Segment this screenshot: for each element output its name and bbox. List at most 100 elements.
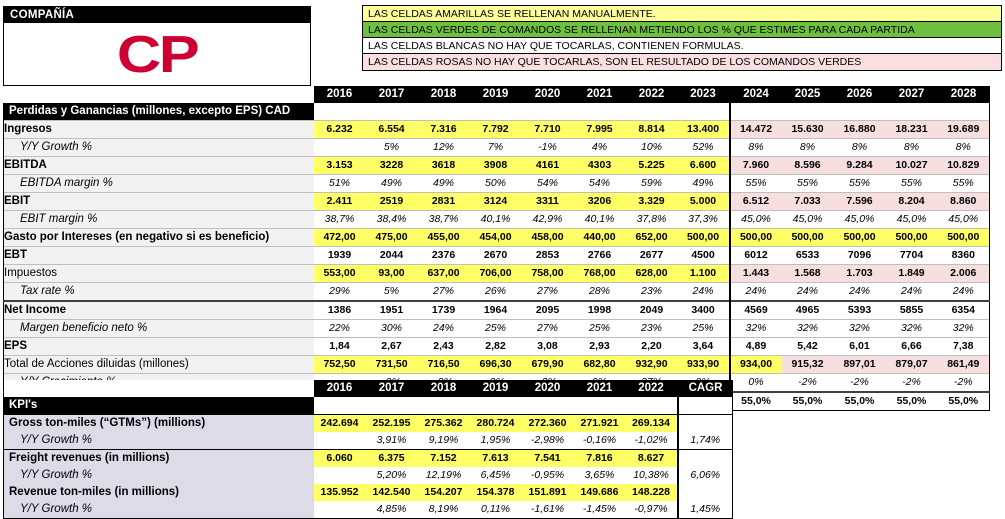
- pnl-cell[interactable]: 5%: [365, 138, 418, 157]
- pnl-cell[interactable]: 13.400: [677, 120, 730, 139]
- pnl-cell[interactable]: -2%: [937, 373, 990, 392]
- pnl-cell[interactable]: 45,0%: [833, 210, 886, 229]
- pnl-cell[interactable]: 3618: [417, 156, 470, 175]
- pnl-cell[interactable]: 25%: [573, 319, 626, 338]
- pnl-cell[interactable]: 2,20: [625, 337, 678, 356]
- pnl-cell[interactable]: 861,49: [937, 355, 990, 374]
- pnl-cell[interactable]: 25%: [469, 319, 522, 338]
- kpi-cell[interactable]: 272.360: [521, 414, 574, 432]
- pnl-cell[interactable]: 2677: [625, 246, 678, 265]
- pnl-cell[interactable]: 500,00: [937, 228, 990, 247]
- pnl-cell[interactable]: 27%: [417, 282, 470, 301]
- pnl-cell[interactable]: 55%: [885, 174, 938, 193]
- pnl-cell[interactable]: 4965: [781, 300, 834, 320]
- pnl-cell[interactable]: 6.232: [313, 120, 366, 139]
- pnl-cell[interactable]: 24%: [728, 282, 782, 301]
- pnl-cell[interactable]: 7%: [469, 138, 522, 157]
- pnl-cell[interactable]: 3,08: [521, 337, 574, 356]
- pnl-cell[interactable]: 18.231: [885, 120, 938, 139]
- pnl-cell[interactable]: 1964: [469, 300, 522, 320]
- pnl-cell[interactable]: 2049: [625, 300, 678, 320]
- pnl-cell[interactable]: 45,0%: [885, 210, 938, 229]
- pnl-cell[interactable]: 7.033: [781, 192, 834, 211]
- kpi-cell[interactable]: -0,16%: [573, 432, 626, 450]
- pnl-cell[interactable]: 8.596: [781, 156, 834, 175]
- pnl-cell[interactable]: 500,00: [677, 228, 730, 247]
- pnl-cell[interactable]: 23%: [625, 319, 678, 338]
- pnl-cell[interactable]: 32%: [885, 319, 938, 338]
- pnl-cell[interactable]: 5393: [833, 300, 886, 320]
- pnl-cell[interactable]: 27%: [521, 319, 574, 338]
- pnl-cell[interactable]: 5.000: [677, 192, 730, 211]
- pnl-cell[interactable]: 9.284: [833, 156, 886, 175]
- kpi-cell[interactable]: 149.686: [573, 484, 626, 501]
- pnl-cell[interactable]: 7,38: [937, 337, 990, 356]
- kpi-cagr-cell[interactable]: [676, 414, 733, 432]
- pnl-cell[interactable]: 3228: [365, 156, 418, 175]
- pnl-cell[interactable]: 696,30: [469, 355, 522, 374]
- pnl-cell[interactable]: 40,1%: [469, 210, 522, 229]
- pnl-cell[interactable]: 6012: [728, 246, 782, 265]
- pnl-cell[interactable]: 500,00: [728, 228, 782, 247]
- kpi-cagr-cell[interactable]: 1,74%: [676, 432, 733, 450]
- kpi-cell[interactable]: 6.375: [365, 449, 418, 467]
- pnl-cell[interactable]: 4303: [573, 156, 626, 175]
- pnl-cell[interactable]: 7.316: [417, 120, 470, 139]
- pnl-cell[interactable]: 6354: [937, 300, 990, 320]
- pnl-cell[interactable]: 8.204: [885, 192, 938, 211]
- kpi-cell[interactable]: 148.228: [625, 484, 678, 501]
- pnl-cell[interactable]: 25%: [677, 319, 730, 338]
- pnl-cell[interactable]: 55%: [781, 174, 834, 193]
- kpi-cell[interactable]: 0,11%: [469, 501, 522, 519]
- kpi-cell[interactable]: 275.362: [417, 414, 470, 432]
- pnl-cell[interactable]: 2044: [365, 246, 418, 265]
- pnl-cell[interactable]: 45,0%: [728, 210, 782, 229]
- pnl-cell[interactable]: 27%: [521, 282, 574, 301]
- pnl-cell[interactable]: 7.596: [833, 192, 886, 211]
- pnl-cell[interactable]: 50%: [469, 174, 522, 193]
- pnl-cell[interactable]: 5.225: [625, 156, 678, 175]
- pnl-cell[interactable]: 8%: [781, 138, 834, 157]
- pnl-cell[interactable]: 2670: [469, 246, 522, 265]
- pnl-cell[interactable]: 5%: [365, 282, 418, 301]
- pnl-cell[interactable]: 3.153: [313, 156, 366, 175]
- pnl-cell[interactable]: 500,00: [781, 228, 834, 247]
- pnl-cell[interactable]: 7.960: [728, 156, 782, 175]
- pnl-cell[interactable]: 758,00: [521, 264, 574, 283]
- pnl-cell[interactable]: 6.600: [677, 156, 730, 175]
- pnl-cell[interactable]: 55,0%: [885, 391, 938, 411]
- pnl-cell[interactable]: 4,89: [728, 337, 782, 356]
- pnl-cell[interactable]: 8%: [833, 138, 886, 157]
- pnl-cell[interactable]: 51%: [313, 174, 366, 193]
- pnl-cell[interactable]: 7.710: [521, 120, 574, 139]
- pnl-cell[interactable]: 8%: [728, 138, 782, 157]
- kpi-cell[interactable]: 135.952: [313, 484, 366, 501]
- pnl-cell[interactable]: 22%: [313, 319, 366, 338]
- kpi-cell[interactable]: 252.195: [365, 414, 418, 432]
- pnl-cell[interactable]: 2.411: [313, 192, 366, 211]
- kpi-cell[interactable]: 8,19%: [417, 501, 470, 519]
- pnl-cell[interactable]: 637,00: [417, 264, 470, 283]
- pnl-cell[interactable]: 29%: [313, 282, 366, 301]
- pnl-cell[interactable]: 24%: [833, 282, 886, 301]
- pnl-cell[interactable]: 8.814: [625, 120, 678, 139]
- pnl-cell[interactable]: 52%: [677, 138, 730, 157]
- pnl-cell[interactable]: 2.006: [937, 264, 990, 283]
- kpi-cell[interactable]: 142.540: [365, 484, 418, 501]
- kpi-cagr-cell[interactable]: [676, 449, 733, 467]
- kpi-cagr-cell[interactable]: 6,06%: [676, 467, 733, 484]
- pnl-cell[interactable]: 23%: [625, 282, 678, 301]
- pnl-cell[interactable]: 652,00: [625, 228, 678, 247]
- pnl-cell[interactable]: 4500: [677, 246, 730, 265]
- pnl-cell[interactable]: 42,9%: [521, 210, 574, 229]
- pnl-cell[interactable]: 45,0%: [937, 210, 990, 229]
- kpi-cell[interactable]: -1,45%: [573, 501, 626, 519]
- kpi-cell[interactable]: 269.134: [625, 414, 678, 432]
- pnl-cell[interactable]: 4161: [521, 156, 574, 175]
- pnl-cell[interactable]: 3,64: [677, 337, 730, 356]
- kpi-cell[interactable]: 6,45%: [469, 467, 522, 484]
- pnl-cell[interactable]: 54%: [573, 174, 626, 193]
- pnl-cell[interactable]: 933,90: [677, 355, 730, 374]
- kpi-cell[interactable]: 7.613: [469, 449, 522, 467]
- kpi-cell[interactable]: -0,95%: [521, 467, 574, 484]
